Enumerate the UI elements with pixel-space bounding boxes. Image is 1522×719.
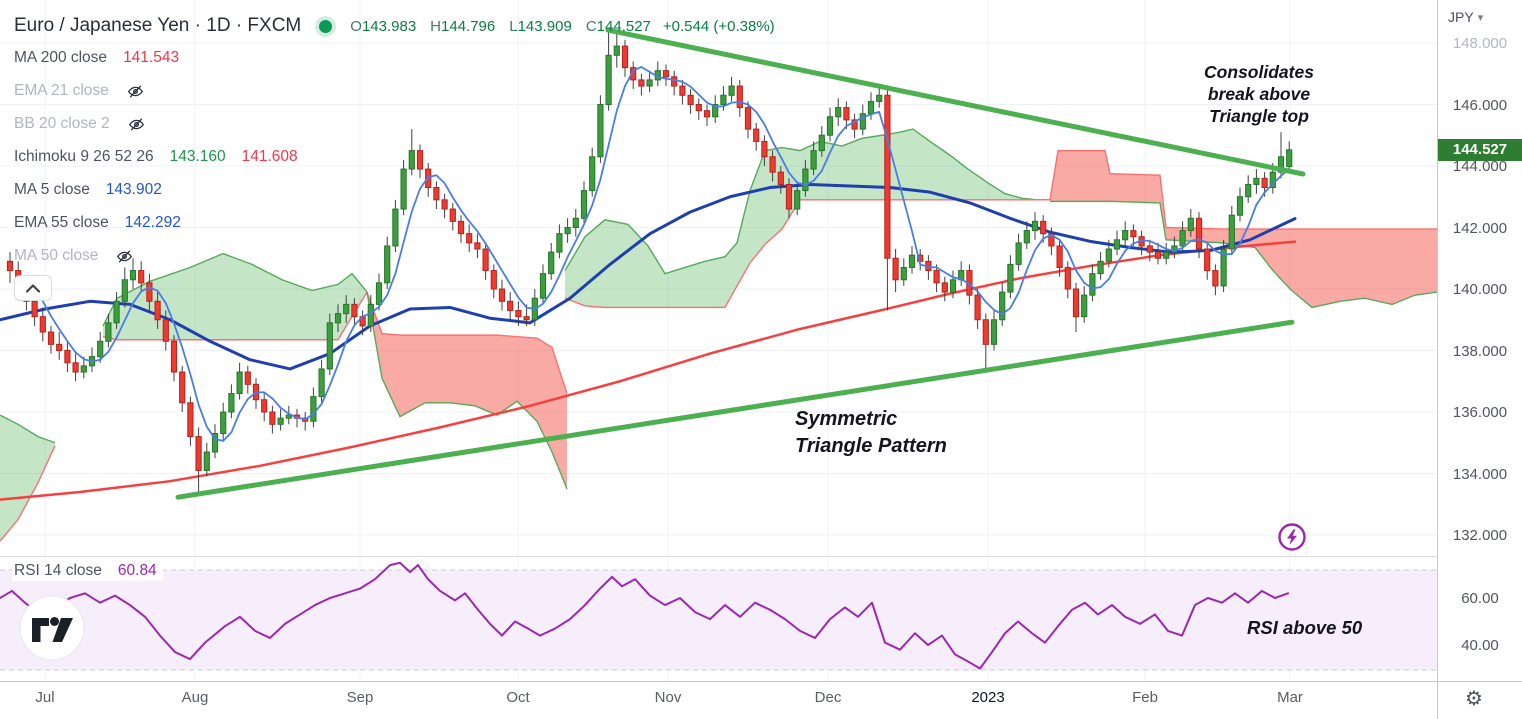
time-tick-oct: Oct xyxy=(506,689,530,706)
cloud-red-2-edge xyxy=(1050,200,1437,309)
legend-label: EMA 21 close xyxy=(14,82,109,99)
main-price-panel xyxy=(0,0,1437,556)
time-tick-dec: Dec xyxy=(814,689,842,706)
tradingview-logo[interactable] xyxy=(18,594,86,662)
symbol-header: Euro / Japanese Yen · 1D · FXCM O143.983… xyxy=(14,15,775,37)
visibility-off-icon[interactable] xyxy=(128,116,145,133)
ohlc-values: O143.983 H144.796 L143.909 C144.527 xyxy=(350,18,651,35)
legend-row-ema-21-close[interactable]: EMA 21 close xyxy=(14,80,144,102)
time-axis-separator xyxy=(0,681,1522,682)
ohlc-l: L143.909 xyxy=(509,17,572,35)
cloud-green-1-edge xyxy=(0,445,56,542)
gear-icon[interactable]: ⚙ xyxy=(1465,688,1483,710)
price-tick: 140.000 xyxy=(1452,281,1508,298)
chevron-up-icon xyxy=(26,283,40,293)
time-tick-2023: 2023 xyxy=(971,689,1005,706)
annotation-rsi-above-50[interactable]: RSI above 50 xyxy=(1247,617,1363,638)
price-tick: 134.000 xyxy=(1452,465,1508,483)
price-tick: 142.000 xyxy=(1452,219,1508,237)
price-change: +0.544 (+0.38%) xyxy=(662,17,775,35)
legend-label: Ichimoku 9 26 52 26 xyxy=(14,148,154,165)
cloud-red-1-edge xyxy=(366,291,568,394)
legend-value: 142.292 xyxy=(124,214,181,231)
cloud-green-1-edge xyxy=(0,414,56,444)
currency-code: JPY xyxy=(1448,9,1474,25)
cloud-green-1 xyxy=(0,415,55,542)
flash-boost-button[interactable] xyxy=(1276,521,1308,553)
price-tick: 144.000 xyxy=(1452,158,1508,175)
rsi-legend: RSI 14 close 60.84 xyxy=(12,561,163,581)
legend-row-ma-5-close[interactable]: MA 5 close 143.902 xyxy=(14,179,162,201)
rsi-tick: 40.00 xyxy=(1461,637,1499,654)
market-status-dot[interactable] xyxy=(319,19,333,33)
time-tick-sep: Sep xyxy=(346,689,374,706)
legend-row-ichimoku-9-26-52-26[interactable]: Ichimoku 9 26 52 26 143.160 141.608 xyxy=(14,146,298,168)
price-tick: 136.000 xyxy=(1452,404,1508,421)
legend-value: 143.160 xyxy=(169,148,226,165)
ohlc-h: H144.796 xyxy=(430,17,496,35)
time-tick-jul: Jul xyxy=(35,689,55,706)
rsi-value: 60.84 xyxy=(117,562,157,579)
rsi-indicator-panel xyxy=(0,557,1437,681)
legend-label: MA 5 close xyxy=(14,181,90,198)
time-tick-feb: Feb xyxy=(1132,689,1158,706)
legend-row-ema-55-close[interactable]: EMA 55 close 142.292 xyxy=(14,212,181,234)
ma-5-line xyxy=(41,66,1291,442)
ma-200-line xyxy=(0,240,1297,501)
legend-row-ma-200-close[interactable]: MA 200 close 141.543 xyxy=(14,47,179,69)
legend-label: EMA 55 close xyxy=(14,214,109,231)
price-tick: 138.000 xyxy=(1452,342,1508,360)
cloud-green-3 xyxy=(565,129,1050,308)
legend-collapse-button[interactable] xyxy=(14,275,52,301)
rsi-band xyxy=(0,570,1437,670)
price-tick: 146.000 xyxy=(1452,96,1508,114)
cloud-green-2-edge xyxy=(102,252,368,327)
triangle-bottom-trendline[interactable] xyxy=(175,319,1295,500)
visibility-off-icon[interactable] xyxy=(116,248,133,265)
legend-label: MA 200 close xyxy=(14,49,108,66)
cloud-red-2-edge xyxy=(1049,149,1437,230)
annotation-consolidates[interactable]: Consolidates break above Triangle top xyxy=(1204,62,1314,126)
rsi-panel-separator xyxy=(0,556,1437,557)
price-tick: 132.000 xyxy=(1452,527,1508,544)
cloud-red-1-edge xyxy=(366,291,568,490)
legend-row-ma-50-close[interactable]: MA 50 close xyxy=(14,245,133,267)
rsi-label: RSI 14 close xyxy=(14,562,102,579)
legend-label: MA 50 close xyxy=(14,247,99,264)
time-tick-mar: Mar xyxy=(1277,689,1303,706)
currency-label[interactable]: JPY ▾ xyxy=(1448,9,1483,25)
last-price-badge: 144.527 xyxy=(1438,138,1522,161)
legend-row-bb-20-close-2[interactable]: BB 20 close 2 xyxy=(14,113,145,135)
rsi-tick: 60.00 xyxy=(1461,590,1499,607)
price-axis-separator xyxy=(1437,0,1438,719)
legend-value: 141.608 xyxy=(241,148,298,165)
cloud-red-1 xyxy=(367,292,567,489)
ohlc-o: O143.983 xyxy=(350,17,417,35)
cloud-green-2-edge xyxy=(102,291,368,341)
legend-value: 141.543 xyxy=(123,49,180,66)
annotation-symmetric-triangle[interactable]: Symmetric Triangle Pattern xyxy=(795,408,947,457)
visibility-off-icon[interactable] xyxy=(127,83,144,100)
legend-value: 143.902 xyxy=(105,181,162,198)
triangle-top-trendline[interactable] xyxy=(605,27,1306,177)
symbol-title[interactable]: Euro / Japanese Yen · 1D · FXCM xyxy=(14,15,302,36)
legend-label: BB 20 close 2 xyxy=(14,115,110,132)
price-tick: 148.000 xyxy=(1452,35,1508,52)
ema-55-line xyxy=(0,182,1297,371)
time-tick-aug: Aug xyxy=(181,689,209,706)
rsi-line xyxy=(0,561,1289,670)
chevron-down-icon: ▾ xyxy=(1477,11,1484,24)
cloud-green-3-edge xyxy=(564,199,1050,309)
cloud-green-3-edge xyxy=(564,128,1050,275)
ohlc-c: C144.527 xyxy=(585,17,651,35)
time-tick-nov: Nov xyxy=(654,689,682,706)
